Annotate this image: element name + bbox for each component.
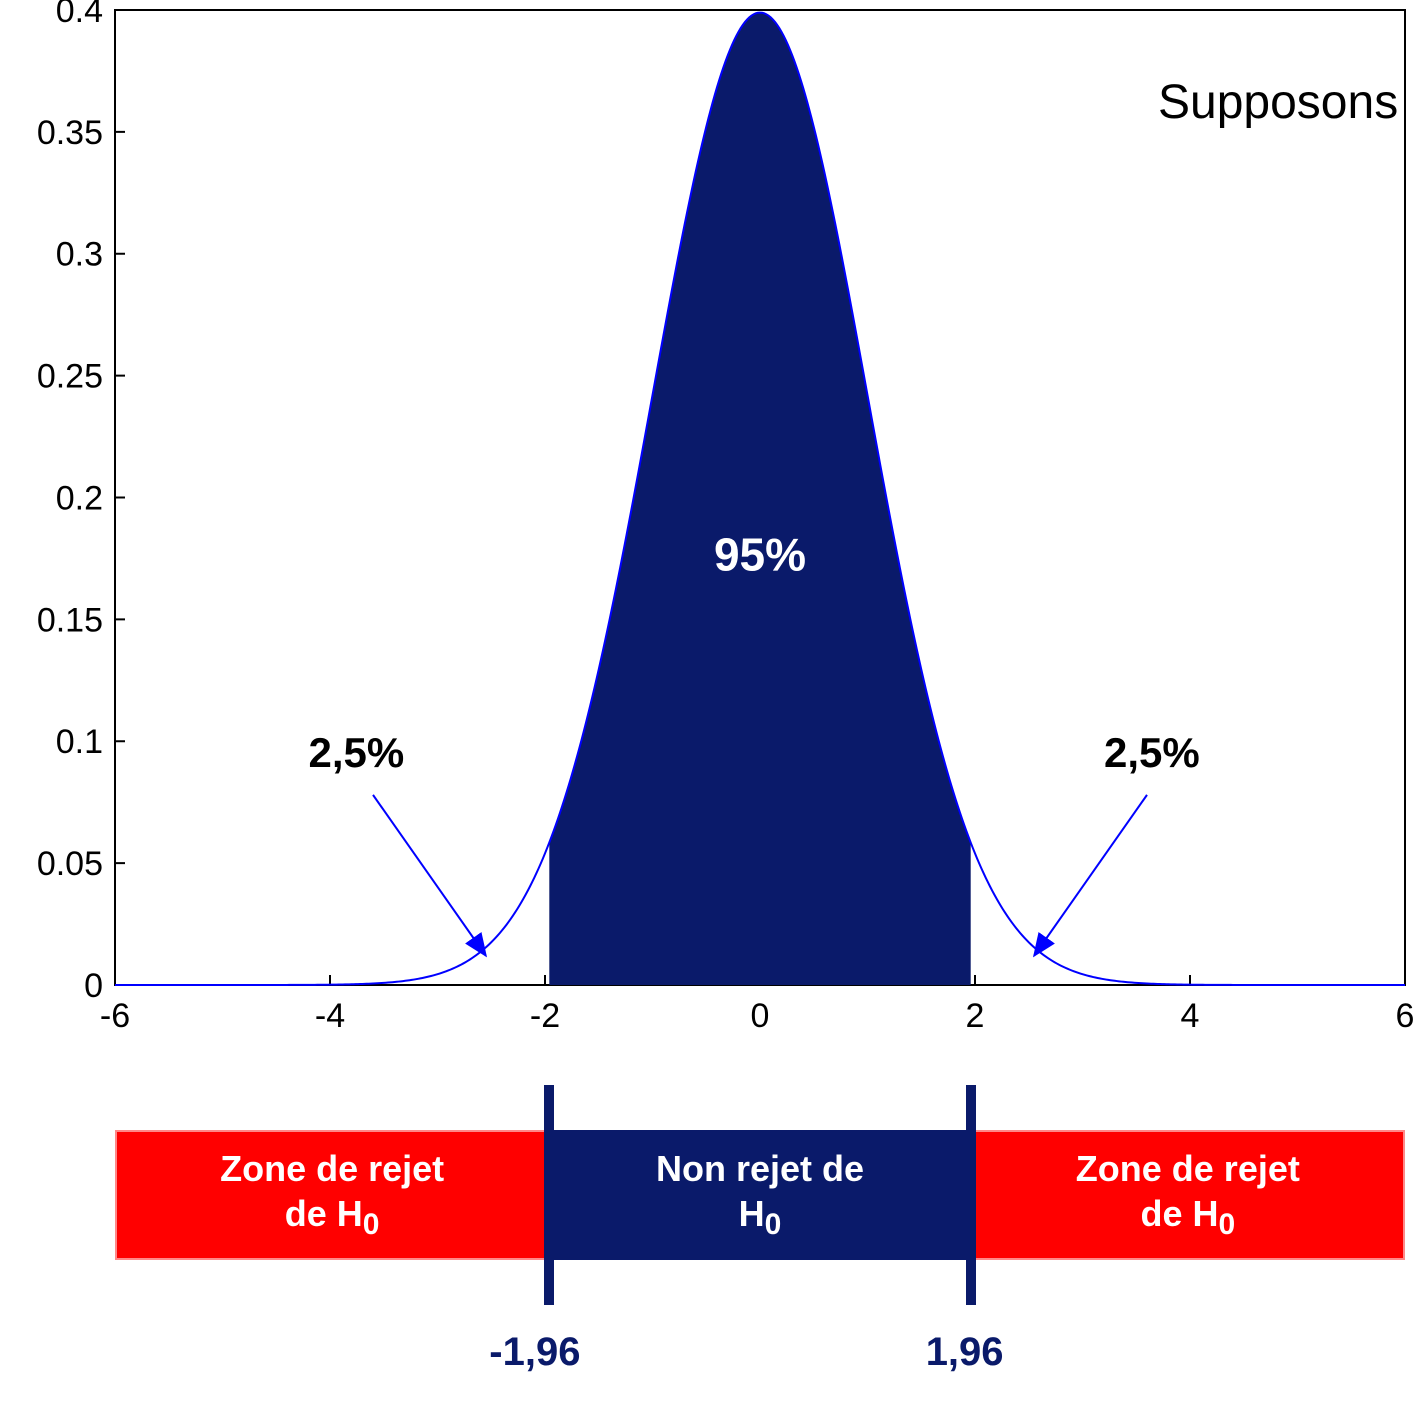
critical-divider-left bbox=[544, 1085, 554, 1305]
accept-zone: Non rejet de H0 bbox=[549, 1130, 970, 1260]
left-tail-pct: 2,5% bbox=[309, 729, 405, 777]
reject-zone-left: Zone de rejet de H0 bbox=[115, 1130, 549, 1260]
svg-text:4: 4 bbox=[1181, 997, 1200, 1035]
critical-divider-right bbox=[966, 1085, 976, 1305]
normal-curve-plot: 00.050.10.150.20.250.30.350.4-6-4-202469… bbox=[0, 0, 1418, 1050]
supposons-text: Supposons bbox=[1158, 75, 1398, 130]
critical-value-left: -1,96 bbox=[489, 1330, 580, 1375]
reject-left-line2: de H bbox=[285, 1193, 363, 1234]
figure-root: 0 0.05 0.1 0.15 0.2 0.25 0.3 0.35 0.4 -6 -4 -2 0 2 4 6 9… bbox=[0, 0, 1418, 1416]
svg-text:-4: -4 bbox=[315, 997, 345, 1035]
svg-text:0.2: 0.2 bbox=[56, 479, 103, 517]
reject-right-line1: Zone de rejet bbox=[1076, 1148, 1300, 1189]
right-tail-pct: 2,5% bbox=[1104, 729, 1200, 777]
svg-text:2: 2 bbox=[966, 997, 985, 1035]
svg-text:-6: -6 bbox=[100, 997, 130, 1035]
svg-text:-2: -2 bbox=[530, 997, 560, 1035]
svg-text:0: 0 bbox=[751, 997, 770, 1035]
reject-right-line2: de H bbox=[1140, 1193, 1218, 1234]
svg-text:0.25: 0.25 bbox=[37, 358, 103, 396]
svg-text:0.05: 0.05 bbox=[37, 845, 103, 883]
svg-text:0.35: 0.35 bbox=[37, 114, 103, 152]
accept-sub: 0 bbox=[765, 1208, 782, 1241]
reject-zone-right: Zone de rejet de H0 bbox=[971, 1130, 1405, 1260]
reject-left-line1: Zone de rejet bbox=[220, 1148, 444, 1189]
svg-text:0.1: 0.1 bbox=[56, 723, 103, 761]
svg-text:0.4: 0.4 bbox=[56, 0, 103, 30]
svg-text:95%: 95% bbox=[714, 529, 806, 581]
svg-text:0.15: 0.15 bbox=[37, 601, 103, 639]
accept-line1: Non rejet de bbox=[656, 1148, 864, 1189]
svg-text:0.3: 0.3 bbox=[56, 236, 103, 274]
critical-value-right: 1,96 bbox=[926, 1330, 1004, 1375]
reject-right-sub: 0 bbox=[1218, 1208, 1235, 1241]
svg-text:6: 6 bbox=[1396, 997, 1415, 1035]
reject-left-sub: 0 bbox=[363, 1208, 380, 1241]
accept-line2: H bbox=[739, 1193, 765, 1234]
